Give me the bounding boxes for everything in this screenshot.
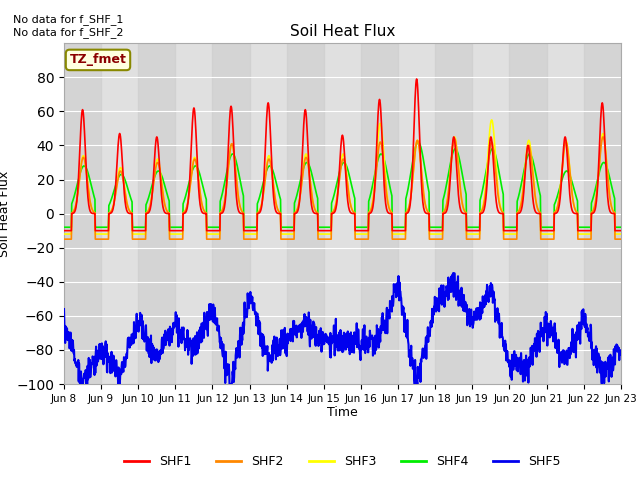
X-axis label: Time: Time — [327, 407, 358, 420]
SHF3 — [488, 117, 495, 123]
SHF3 — [617, 231, 625, 237]
SHF2 — [60, 236, 68, 242]
SHF2 — [278, 236, 286, 242]
SHF4 — [60, 224, 68, 230]
SHF3 — [278, 231, 286, 237]
SHF3 — [292, 209, 300, 215]
SHF4 — [568, 178, 575, 184]
Bar — [138, 43, 175, 384]
SHF2 — [568, 184, 575, 190]
Bar — [509, 43, 547, 384]
SHF4 — [520, 168, 527, 174]
Bar — [361, 43, 398, 384]
SHF5 — [77, 381, 85, 387]
SHF1 — [568, 206, 575, 212]
SHF3 — [520, 179, 527, 185]
SHF1 — [413, 76, 420, 82]
Line: SHF1: SHF1 — [64, 79, 621, 231]
SHF5 — [520, 357, 528, 363]
SHF4 — [278, 224, 286, 230]
Bar — [584, 43, 621, 384]
Text: TZ_fmet: TZ_fmet — [70, 53, 127, 66]
Line: SHF5: SHF5 — [64, 273, 621, 384]
Line: SHF3: SHF3 — [64, 120, 621, 234]
Line: SHF4: SHF4 — [64, 142, 621, 227]
SHF3 — [183, 203, 191, 209]
SHF3 — [60, 231, 68, 237]
SHF4 — [183, 188, 191, 194]
Text: No data for f_SHF_1
No data for f_SHF_2: No data for f_SHF_1 No data for f_SHF_2 — [13, 14, 124, 38]
SHF5 — [292, 323, 300, 328]
SHF5 — [568, 345, 576, 351]
SHF2 — [520, 185, 527, 191]
SHF4 — [617, 224, 625, 230]
SHF5 — [428, 306, 436, 312]
SHF5 — [60, 306, 68, 312]
SHF3 — [428, 231, 436, 237]
Y-axis label: Soil Heat Flux: Soil Heat Flux — [0, 170, 11, 257]
Bar — [64, 43, 101, 384]
Bar — [435, 43, 472, 384]
Line: SHF2: SHF2 — [64, 137, 621, 239]
Title: Soil Heat Flux: Soil Heat Flux — [290, 24, 395, 39]
SHF1 — [278, 228, 286, 234]
SHF1 — [60, 228, 68, 234]
SHF1 — [428, 228, 436, 234]
SHF2 — [428, 236, 436, 242]
SHF2 — [183, 204, 191, 209]
SHF1 — [617, 228, 625, 234]
SHF2 — [292, 209, 300, 215]
SHF4 — [292, 195, 300, 201]
SHF5 — [617, 348, 625, 353]
SHF5 — [279, 327, 287, 333]
SHF2 — [617, 236, 625, 242]
Bar — [212, 43, 250, 384]
SHF4 — [428, 224, 436, 230]
Legend: SHF1, SHF2, SHF3, SHF4, SHF5: SHF1, SHF2, SHF3, SHF4, SHF5 — [119, 450, 566, 473]
SHF1 — [292, 210, 300, 216]
SHF5 — [184, 327, 191, 333]
SHF4 — [414, 139, 422, 145]
Bar — [287, 43, 324, 384]
SHF1 — [520, 190, 527, 195]
SHF5 — [449, 270, 457, 276]
SHF2 — [599, 134, 607, 140]
SHF1 — [183, 206, 191, 212]
SHF3 — [568, 187, 575, 192]
